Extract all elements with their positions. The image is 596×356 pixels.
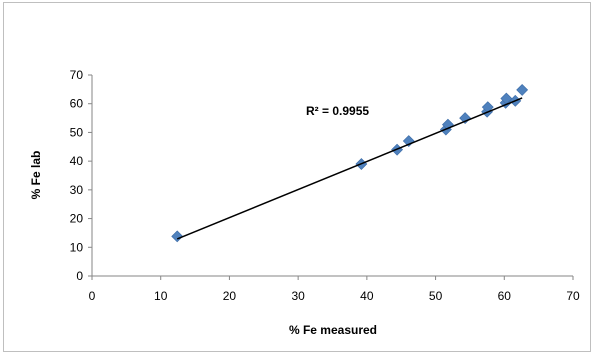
y-tick-label: 10 — [70, 240, 84, 254]
y-tick-label: 0 — [76, 269, 83, 283]
y-axis-ticks: 0 10 20 30 40 50 60 70 — [70, 68, 92, 283]
x-tick-label: 10 — [154, 289, 168, 303]
x-axis-ticks: 0 10 20 30 40 50 60 70 — [89, 276, 580, 303]
y-tick-label: 70 — [70, 68, 84, 82]
x-tick-label: 50 — [429, 289, 443, 303]
y-tick-label: 60 — [70, 97, 84, 111]
y-axis-title: % Fe lab — [29, 151, 43, 200]
trendline — [176, 97, 523, 240]
y-tick-label: 30 — [70, 183, 84, 197]
r-squared-annotation: R² = 0.9955 — [306, 104, 369, 118]
data-point — [442, 118, 454, 131]
y-tick-label: 50 — [70, 125, 84, 139]
y-tick-label: 20 — [70, 212, 84, 226]
y-tick-label: 40 — [70, 154, 84, 168]
x-tick-label: 40 — [360, 289, 374, 303]
x-tick-label: 70 — [566, 289, 580, 303]
x-tick-label: 0 — [89, 289, 96, 303]
data-point — [516, 84, 529, 96]
chart-frame — [3, 2, 591, 352]
x-tick-label: 20 — [223, 289, 237, 303]
x-tick-label: 30 — [291, 289, 305, 303]
x-axis-title: % Fe measured — [289, 323, 377, 337]
x-tick-label: 60 — [498, 289, 512, 303]
data-point — [171, 230, 184, 243]
data-point — [402, 135, 415, 147]
